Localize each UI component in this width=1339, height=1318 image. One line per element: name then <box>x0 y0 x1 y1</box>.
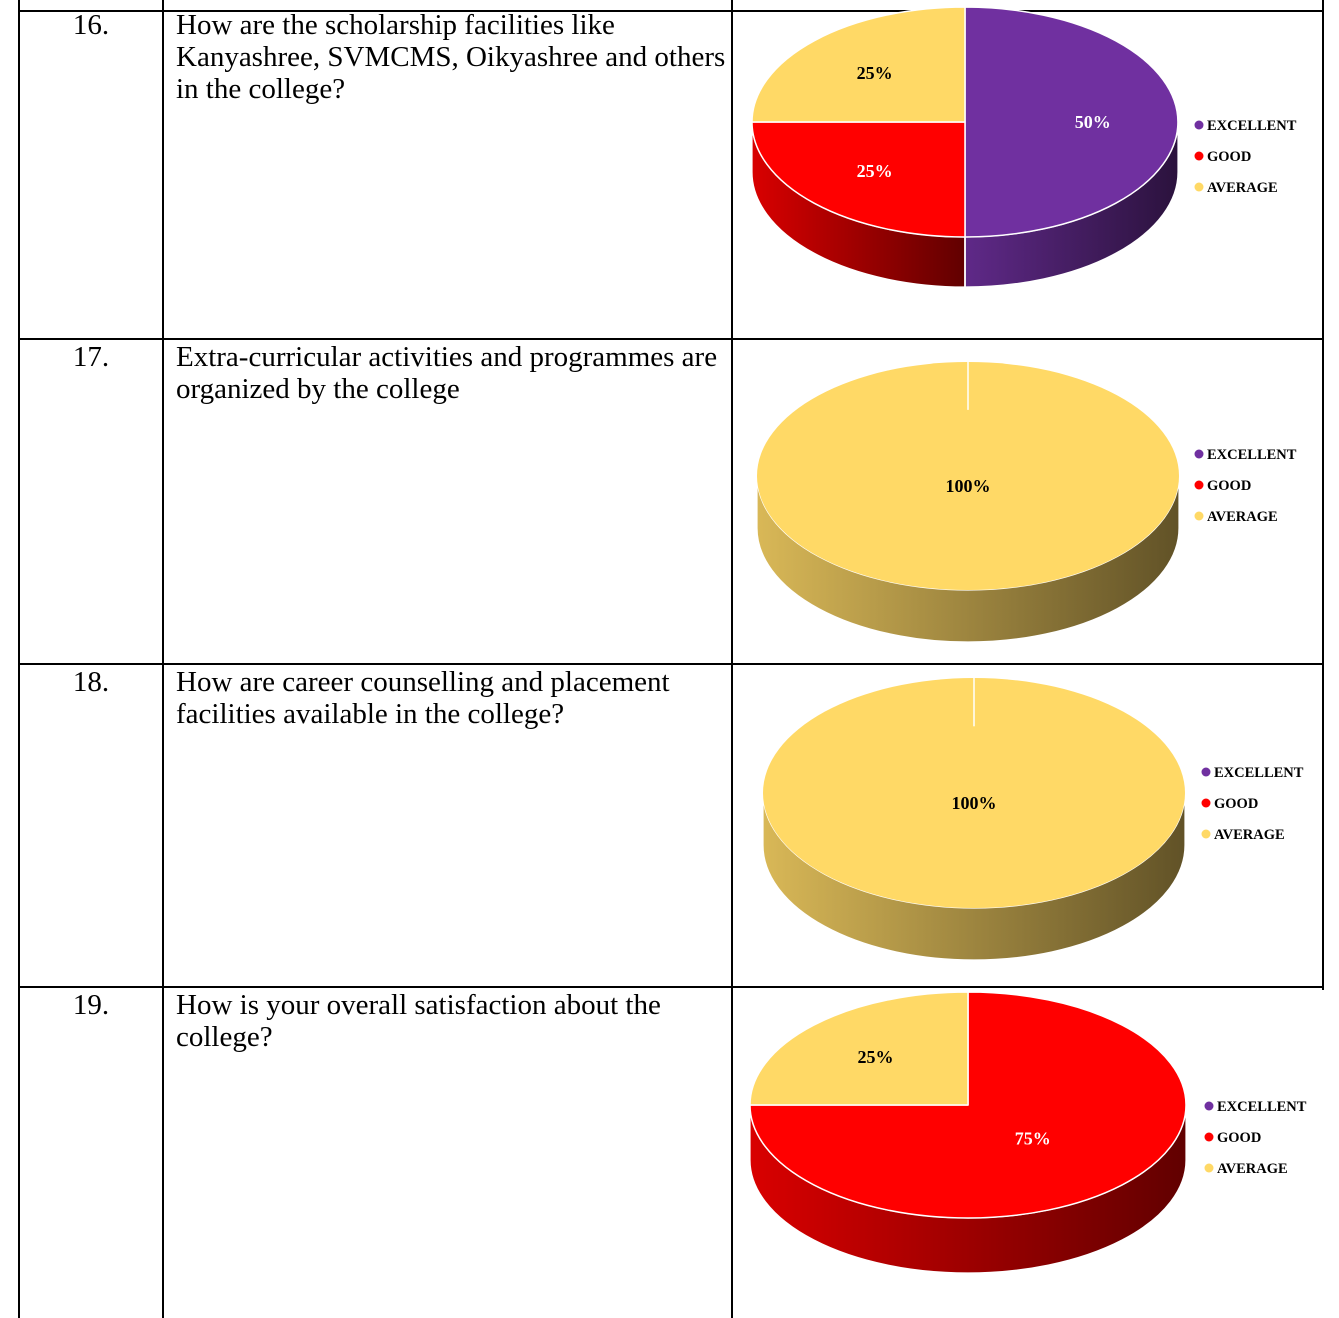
row-number: 18. <box>72 666 110 698</box>
legend-marker-average <box>1204 1163 1214 1173</box>
data-label-good: 25% <box>857 161 893 181</box>
legend-label-average: AVERAGE <box>1207 509 1278 525</box>
legend-marker-good <box>1201 798 1211 808</box>
table-border-top <box>18 10 1324 12</box>
table-border-col1 <box>162 0 164 1318</box>
question-text: How are career counselling and placement… <box>176 666 670 730</box>
question-text: How are the scholarship facilities like … <box>176 9 726 105</box>
row-divider <box>18 338 1324 340</box>
pie-slice-average <box>757 362 1179 590</box>
legend-marker-average <box>1194 182 1204 192</box>
pie-slice-average <box>749 991 969 1106</box>
data-label-average: 100% <box>946 476 991 496</box>
row-number: 16. <box>72 9 110 41</box>
pie-slice-average <box>751 6 966 123</box>
legend-label-excellent: EXCELLENT <box>1217 1099 1307 1115</box>
legend-label-good: GOOD <box>1214 796 1258 812</box>
pie-slice-average <box>763 678 1185 908</box>
row-number: 17. <box>72 341 110 373</box>
question-text: How is your overall satisfaction about t… <box>176 989 661 1053</box>
legend-marker-average <box>1201 829 1211 839</box>
legend-marker-excellent <box>1204 1101 1214 1111</box>
legend-label-average: AVERAGE <box>1217 1161 1288 1177</box>
table-border-left <box>18 0 20 1318</box>
legend-label-good: GOOD <box>1207 149 1251 165</box>
data-label-average: 25% <box>857 63 893 83</box>
data-label-good: 75% <box>1015 1129 1051 1149</box>
table-border-col2 <box>731 0 733 1318</box>
legend-label-average: AVERAGE <box>1207 180 1278 196</box>
legend-label-average: AVERAGE <box>1214 827 1285 843</box>
row-divider <box>18 663 1324 665</box>
legend-marker-good <box>1204 1132 1214 1142</box>
data-label-average: 25% <box>858 1047 894 1067</box>
legend-label-good: GOOD <box>1217 1130 1261 1146</box>
legend-marker-excellent <box>1201 767 1211 777</box>
legend-label-excellent: EXCELLENT <box>1214 765 1304 781</box>
legend-marker-good <box>1194 480 1204 490</box>
legend-marker-excellent <box>1194 120 1204 130</box>
pie-slice-good <box>751 121 966 238</box>
table-border-right <box>1322 0 1324 990</box>
data-label-average: 100% <box>952 793 997 813</box>
data-label-excellent: 50% <box>1075 112 1111 132</box>
legend-label-good: GOOD <box>1207 478 1251 494</box>
question-text: Extra-curricular activities and programm… <box>176 341 718 405</box>
legend-marker-good <box>1194 151 1204 161</box>
row-number: 19. <box>72 989 110 1021</box>
legend-label-excellent: EXCELLENT <box>1207 118 1297 134</box>
row-divider <box>18 986 1324 988</box>
legend-marker-average <box>1194 511 1204 521</box>
pie-slice-excellent <box>964 6 1179 238</box>
legend-marker-excellent <box>1194 449 1204 459</box>
legend-label-excellent: EXCELLENT <box>1207 447 1297 463</box>
